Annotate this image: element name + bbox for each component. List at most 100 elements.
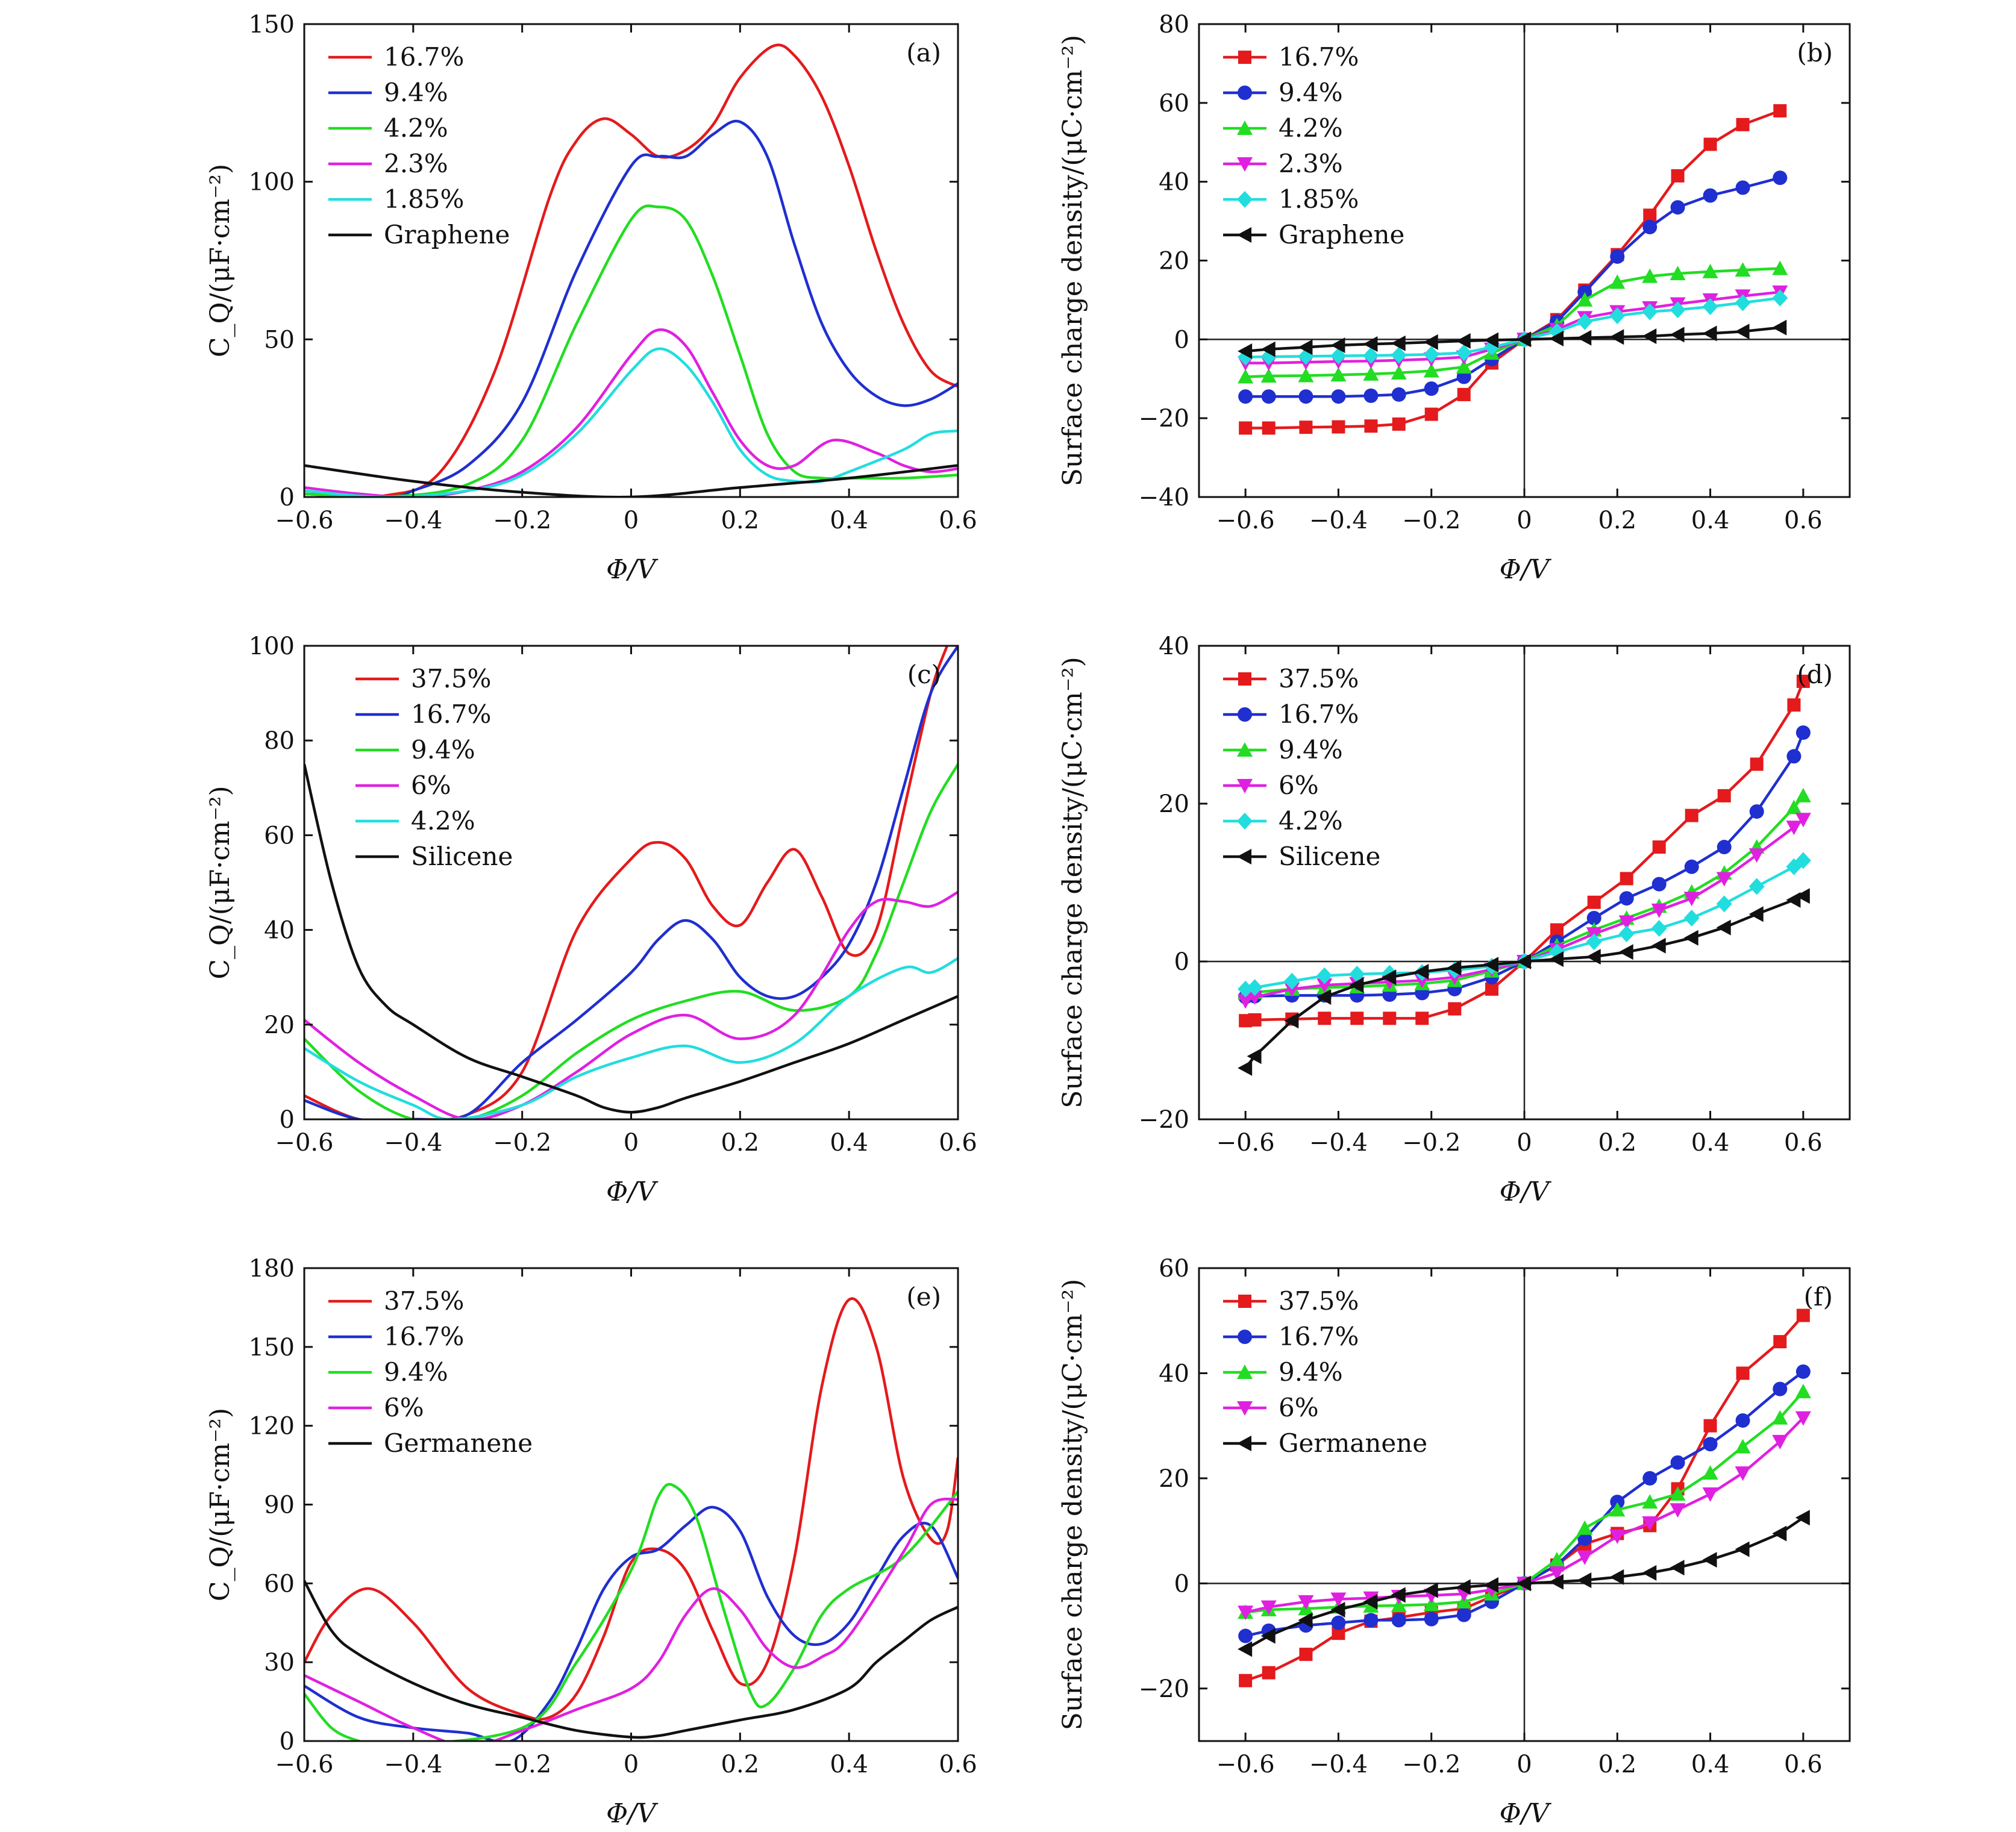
y-tick-label-1-1: −20 bbox=[1139, 405, 1189, 433]
panel-tag-1: (b) bbox=[1797, 38, 1833, 67]
marker-5-3-10 bbox=[1549, 1566, 1565, 1581]
x-tick-label-5-5: 0.4 bbox=[1691, 1751, 1730, 1778]
marker-5-2-10 bbox=[1549, 1552, 1565, 1567]
marker-3-0-1 bbox=[1248, 1013, 1262, 1027]
legend-label-2-0: 37.5% bbox=[411, 664, 491, 693]
legend-label-0-0: 16.7% bbox=[384, 42, 464, 72]
marker-3-5-9 bbox=[1517, 954, 1531, 969]
marker-5-1-6 bbox=[1424, 1612, 1439, 1627]
series-line-2-4 bbox=[304, 957, 958, 1119]
legend-label-0-1: 9.4% bbox=[384, 78, 448, 107]
marker-3-3-legend bbox=[1237, 779, 1253, 793]
marker-5-1-3 bbox=[1331, 1615, 1346, 1630]
marker-5-0-15 bbox=[1703, 1419, 1717, 1433]
marker-5-0-0 bbox=[1239, 1674, 1253, 1687]
x-tick-label-0-0: −0.6 bbox=[275, 507, 333, 534]
x-tick-label-4-2: −0.2 bbox=[493, 1751, 551, 1778]
marker-1-4-4 bbox=[1363, 347, 1379, 364]
legend-label-3-2: 9.4% bbox=[1279, 735, 1343, 764]
series-group-2 bbox=[304, 646, 958, 1119]
marker-1-4-7 bbox=[1456, 344, 1472, 361]
marker-1-1-1 bbox=[1261, 389, 1276, 404]
series-line-0-5 bbox=[304, 464, 958, 497]
marker-1-2-11 bbox=[1577, 292, 1593, 307]
series-line-4-4 bbox=[304, 1580, 958, 1739]
marker-3-4-legend bbox=[1237, 813, 1253, 830]
legend-label-0-4: 1.85% bbox=[384, 184, 464, 214]
marker-1-1-5 bbox=[1391, 387, 1406, 402]
marker-5-4-legend bbox=[1237, 1436, 1251, 1451]
x-tick-label-4-3: 0 bbox=[624, 1751, 639, 1778]
marker-5-3-2 bbox=[1298, 1595, 1314, 1610]
marker-1-3-legend bbox=[1237, 157, 1253, 172]
marker-3-5-11 bbox=[1586, 949, 1601, 965]
marker-5-4-3 bbox=[1330, 1601, 1345, 1618]
x-tick-label-0-5: 0.4 bbox=[830, 507, 868, 534]
marker-5-1-16 bbox=[1735, 1413, 1750, 1428]
series-line-0-1 bbox=[304, 119, 958, 497]
marker-1-1-4 bbox=[1363, 388, 1379, 403]
marker-1-2-12 bbox=[1609, 274, 1626, 289]
plot-frame-2 bbox=[303, 645, 959, 1121]
y-tick-label-3-3: 40 bbox=[1159, 633, 1189, 660]
legend-label-4-1: 16.7% bbox=[384, 1322, 464, 1351]
marker-3-2-legend bbox=[1237, 742, 1253, 757]
marker-5-2-11 bbox=[1577, 1520, 1593, 1535]
marker-1-0-16 bbox=[1736, 117, 1750, 131]
series-line-4-3 bbox=[304, 1497, 958, 1741]
legend-label-5-1: 16.7% bbox=[1279, 1322, 1359, 1351]
marker-3-0-4 bbox=[1350, 1011, 1364, 1025]
marker-5-2-13 bbox=[1642, 1494, 1658, 1509]
marker-5-0-18 bbox=[1796, 1308, 1810, 1322]
marker-3-4-18 bbox=[1795, 852, 1811, 869]
marker-3-5-7 bbox=[1447, 960, 1462, 976]
marker-5-2-5 bbox=[1391, 1597, 1407, 1612]
series-line-1-3 bbox=[1245, 290, 1780, 364]
series-line-2-1 bbox=[304, 646, 958, 1119]
panel-4: −0.6 −0.4 −0.2 0 0.2 0.4 0.6 0 30 60 90 120 150 180 Φ/… bbox=[205, 1255, 977, 1829]
marker-1-4-14 bbox=[1670, 301, 1686, 319]
marker-3-1-13 bbox=[1651, 877, 1667, 892]
marker-3-5-4 bbox=[1349, 977, 1364, 993]
marker-1-0-13 bbox=[1643, 208, 1657, 222]
marker-3-3-12 bbox=[1618, 915, 1635, 930]
marker-5-4-6 bbox=[1423, 1582, 1438, 1598]
legend-label-0-2: 4.2% bbox=[384, 113, 448, 143]
series-group-5 bbox=[1238, 1308, 1811, 1687]
y-tick-label-0-0: 0 bbox=[280, 484, 295, 511]
marker-3-4-15 bbox=[1716, 895, 1732, 913]
marker-3-1-18 bbox=[1795, 725, 1811, 740]
marker-5-3-15 bbox=[1702, 1487, 1718, 1502]
x-axis-label-3: Φ/V bbox=[1500, 1177, 1552, 1207]
series-group-0 bbox=[304, 43, 958, 497]
x-tick-label-1-6: 0.6 bbox=[1784, 507, 1823, 534]
x-tick-label-3-5: 0.4 bbox=[1691, 1129, 1730, 1157]
y-axis-label-3: Surface charge density/(μC·cm⁻²) bbox=[1057, 657, 1088, 1108]
marker-3-5-1 bbox=[1247, 1048, 1262, 1064]
marker-5-1-14 bbox=[1670, 1455, 1685, 1470]
x-tick-label-1-0: −0.6 bbox=[1216, 507, 1275, 534]
marker-3-3-2 bbox=[1284, 982, 1300, 997]
marker-1-1-17 bbox=[1773, 170, 1788, 186]
marker-5-0-1 bbox=[1262, 1666, 1276, 1680]
marker-5-2-6 bbox=[1423, 1596, 1439, 1612]
marker-3-1-legend bbox=[1238, 707, 1252, 722]
x-tick-label-4-1: −0.4 bbox=[384, 1751, 442, 1778]
series-line-0-3 bbox=[304, 328, 958, 497]
marker-5-0-legend bbox=[1238, 1295, 1251, 1308]
marker-3-4-13 bbox=[1651, 919, 1667, 937]
legend-label-1-3: 2.3% bbox=[1279, 149, 1343, 178]
marker-1-2-legend bbox=[1237, 120, 1253, 135]
legend-label-2-4: 4.2% bbox=[411, 806, 475, 836]
marker-3-1-12 bbox=[1619, 891, 1634, 906]
marker-5-0-3 bbox=[1332, 1627, 1345, 1640]
series-line-2-3 bbox=[304, 890, 958, 1119]
y-tick-label-4-3: 90 bbox=[264, 1492, 295, 1519]
marker-5-2-15 bbox=[1702, 1465, 1718, 1480]
marker-1-2-6 bbox=[1423, 363, 1439, 378]
marker-5-4-14 bbox=[1670, 1560, 1685, 1576]
series-group-4 bbox=[304, 1297, 958, 1741]
marker-3-4-14 bbox=[1683, 909, 1700, 927]
x-tick-label-2-4: 0.2 bbox=[721, 1129, 760, 1157]
